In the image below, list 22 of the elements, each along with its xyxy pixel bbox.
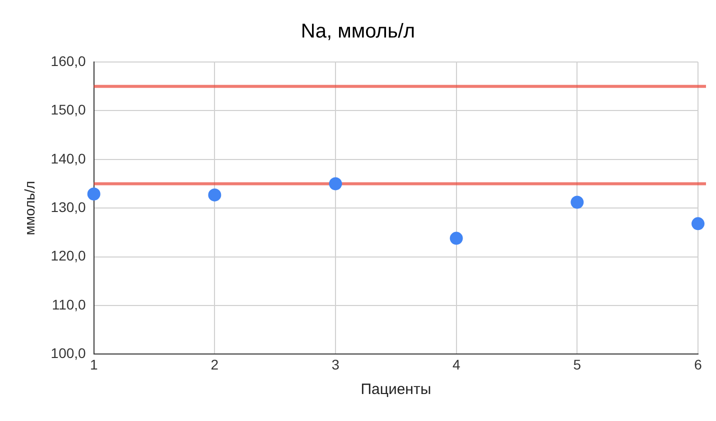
y-tick-label: 140,0: [50, 150, 86, 166]
y-tick-label: 100,0: [50, 345, 86, 362]
x-axis-title: Пациенты: [360, 381, 432, 398]
y-tick-label: 150,0: [50, 102, 86, 118]
y-axis-title: ммоль/л: [21, 180, 38, 236]
x-tick-label: 1: [90, 356, 98, 372]
y-tick-label: 160,0: [50, 52, 86, 69]
point: [450, 232, 463, 245]
chart-title: Na, ммоль/л: [300, 20, 416, 43]
x-tick-label: 2: [210, 356, 219, 372]
point: [329, 177, 342, 190]
point: [692, 217, 704, 230]
point: [570, 196, 584, 209]
x-tick-label: 5: [573, 356, 582, 372]
x-tick-label: 4: [452, 356, 460, 372]
point: [87, 187, 100, 200]
y-tick-label: 110,0: [52, 296, 86, 312]
point: [208, 188, 222, 202]
y-tick-label: 120,0: [50, 248, 86, 264]
x-tick-label: 6: [694, 356, 702, 372]
y-tick-label: 130,0: [50, 198, 86, 215]
x-tick-label: 3: [332, 356, 340, 372]
